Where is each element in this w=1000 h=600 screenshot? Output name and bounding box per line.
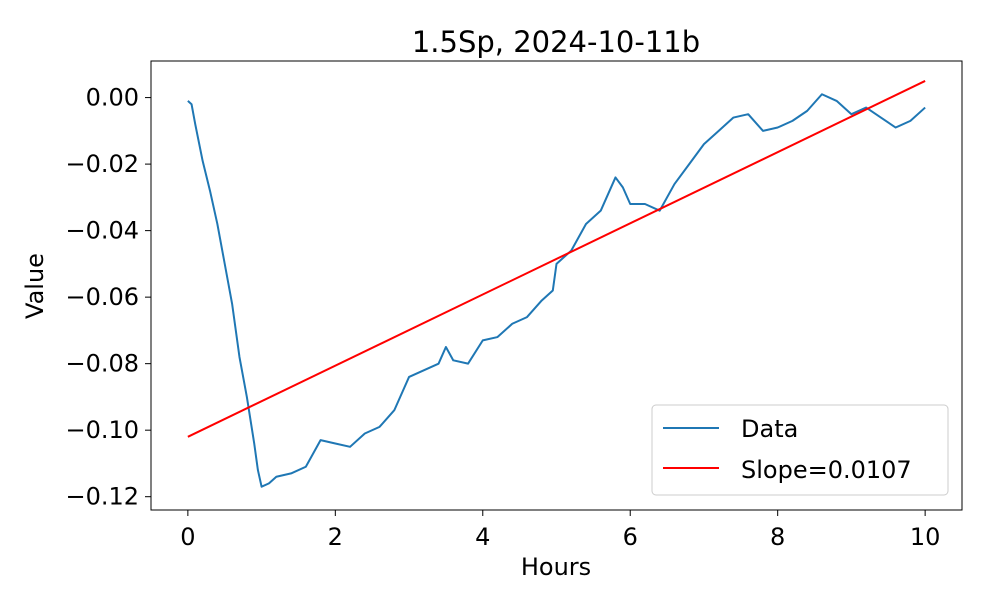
x-tick-label: 0 [180, 523, 195, 551]
y-tick-label: −0.06 [65, 283, 139, 311]
chart-title: 1.5Sp, 2024-10-11b [412, 25, 700, 59]
x-axis-label: Hours [521, 553, 591, 581]
y-axis-label: Value [21, 253, 49, 319]
y-axis: 0.00 −0.02 −0.04 −0.06 −0.08 −0.10 −0.12 [65, 84, 151, 511]
plot-area [187, 80, 926, 488]
x-tick-label: 6 [623, 523, 638, 551]
x-tick-label: 10 [910, 523, 941, 551]
legend-label-slope: Slope=0.0107 [741, 456, 912, 484]
series-line-slope [187, 80, 926, 438]
y-tick-label: −0.12 [65, 483, 139, 511]
x-tick-label: 4 [475, 523, 490, 551]
axes-frame [150, 60, 963, 511]
legend-box [651, 404, 949, 496]
y-tick-label: −0.08 [65, 350, 139, 378]
y-tick-label: 0.00 [86, 84, 139, 112]
x-axis: 0 2 4 6 8 10 [180, 510, 940, 551]
x-tick-label: 2 [328, 523, 343, 551]
series-line-data [187, 93, 926, 488]
y-tick-label: −0.02 [65, 150, 139, 178]
x-tick-label: 8 [770, 523, 785, 551]
y-tick-label: −0.10 [65, 416, 139, 444]
legend-label-data: Data [741, 415, 798, 443]
legend: Data Slope=0.0107 [651, 404, 949, 496]
y-tick-label: −0.04 [65, 217, 139, 245]
